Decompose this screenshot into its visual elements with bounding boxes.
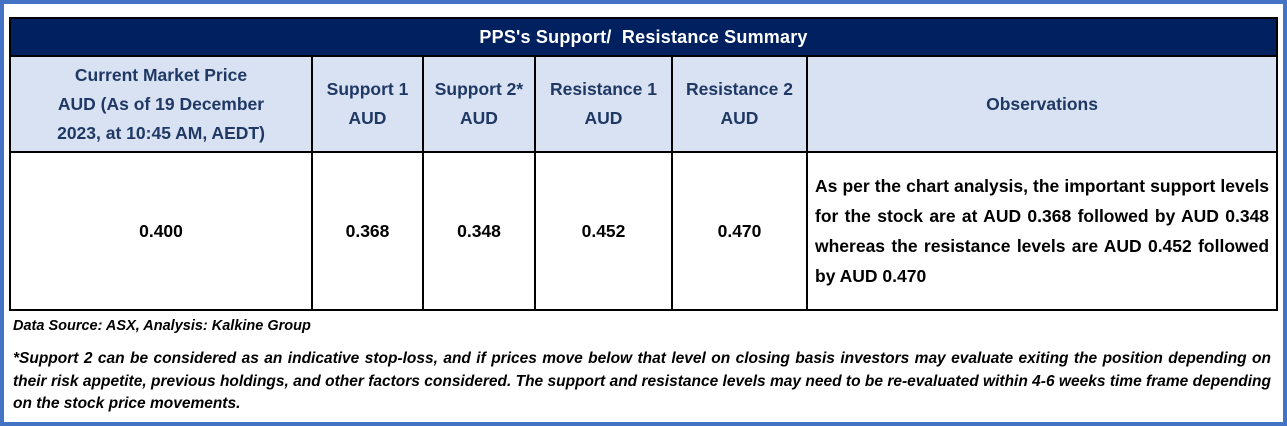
header-line: AUD <box>720 108 759 128</box>
header-line: AUD <box>348 108 387 128</box>
header-line: Resistance 1 <box>549 79 657 99</box>
table-title: PPS's Support/ Resistance Summary <box>8 17 1279 57</box>
header-line: AUD (As of 19 December <box>57 93 265 114</box>
footnote-text: *Support 2 can be considered as an indic… <box>13 350 1271 412</box>
header-line: Observations <box>986 93 1098 114</box>
data-row: 0.400 0.368 0.348 0.452 0.470 As per the… <box>9 151 1279 311</box>
header-current-market-price: Current Market Price AUD (As of 19 Decem… <box>9 55 313 153</box>
value-resistance-1: 0.452 <box>534 151 673 311</box>
header-support-2: Support 2* AUD <box>422 55 536 153</box>
data-source-note: Data Source: ASX, Analysis: Kalkine Grou… <box>13 318 311 334</box>
value-resistance-2: 0.470 <box>671 151 808 311</box>
observations-text: As per the chart analysis, the important… <box>805 151 1279 311</box>
value-current-market-price: 0.400 <box>9 151 313 311</box>
header-line: AUD <box>584 108 623 128</box>
summary-table: PPS's Support/ Resistance Summary Curren… <box>8 17 1279 311</box>
value-support-1: 0.368 <box>311 151 424 311</box>
header-line: Resistance 2 <box>685 79 793 99</box>
header-resistance-2: Resistance 2 AUD <box>671 55 808 153</box>
header-observations: Observations <box>805 55 1279 153</box>
header-line: Current Market Price <box>74 64 248 85</box>
header-line: AUD <box>460 108 498 128</box>
header-line: 2023, at 10:45 AM, AEDT) <box>57 122 265 143</box>
title-row: PPS's Support/ Resistance Summary <box>8 17 1279 57</box>
value-support-2: 0.348 <box>422 151 536 311</box>
header-line: Support 2* <box>434 79 524 99</box>
header-line: Support 1 <box>326 79 409 99</box>
header-resistance-1: Resistance 1 AUD <box>534 55 673 153</box>
header-support-1: Support 1 AUD <box>311 55 424 153</box>
header-row: Current Market Price AUD (As of 19 Decem… <box>9 55 1279 153</box>
